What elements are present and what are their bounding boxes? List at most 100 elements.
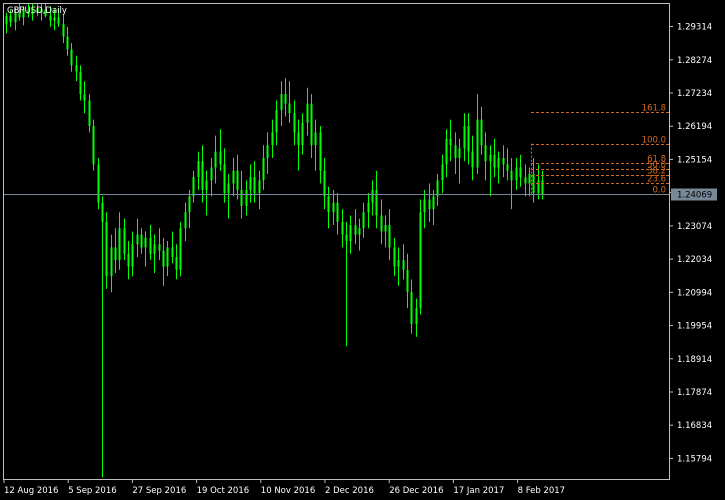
candle xyxy=(57,7,60,27)
candle-body xyxy=(375,189,378,216)
candle-body xyxy=(110,247,113,277)
candle xyxy=(179,221,182,277)
candle-body xyxy=(101,202,104,222)
candle xyxy=(249,164,252,203)
candle xyxy=(497,151,500,184)
candle xyxy=(528,167,531,197)
candle-body xyxy=(53,17,56,21)
candle xyxy=(441,154,444,194)
candle-body xyxy=(266,145,269,158)
y-tick-label: 1.19954 xyxy=(677,322,712,332)
current-price-label: 1.24069 xyxy=(677,191,712,201)
candle xyxy=(9,9,12,27)
candle xyxy=(62,14,65,43)
candle-body xyxy=(105,221,108,277)
candle-body xyxy=(92,126,95,165)
y-tick-label: 1.25154 xyxy=(677,155,712,165)
candle xyxy=(219,129,222,171)
candle xyxy=(53,9,56,31)
candle xyxy=(40,3,43,21)
fibonacci-retracement[interactable]: 161.8 100.0 61.850.038.223.60.0 xyxy=(531,104,669,196)
candle xyxy=(380,199,383,245)
candle-body xyxy=(153,244,156,254)
candle-body xyxy=(458,148,461,158)
candle-body xyxy=(236,170,239,190)
candle xyxy=(397,247,400,286)
candle-body xyxy=(319,132,322,171)
x-tick-label: 10 Nov 2016 xyxy=(261,486,315,496)
candle-body xyxy=(14,12,17,23)
candle xyxy=(75,55,78,82)
candle xyxy=(515,157,518,190)
candle-body xyxy=(83,94,86,101)
candle-body xyxy=(484,145,487,162)
candle-body xyxy=(44,9,47,16)
candle xyxy=(319,126,322,184)
candle xyxy=(66,26,69,56)
candle-body xyxy=(310,103,313,146)
candle xyxy=(402,244,405,280)
candle xyxy=(362,202,365,238)
candle xyxy=(432,189,435,226)
candle xyxy=(306,87,309,136)
candle xyxy=(227,173,230,219)
candle xyxy=(262,145,265,190)
candle xyxy=(101,196,104,478)
x-tick-label: 5 Sep 2016 xyxy=(68,486,116,496)
candle-body xyxy=(293,113,296,133)
y-tick-label: 1.28274 xyxy=(677,56,712,66)
candle-body xyxy=(197,161,200,178)
candle xyxy=(384,215,387,248)
candle-body xyxy=(162,250,165,267)
candle-body xyxy=(367,202,370,213)
candle-body xyxy=(515,167,518,181)
candle-body xyxy=(423,199,426,213)
candle-body xyxy=(149,237,152,254)
candle xyxy=(310,94,313,158)
candle-body xyxy=(97,164,100,203)
candle-body xyxy=(449,138,452,146)
candle-body xyxy=(502,157,505,165)
x-tick-label: 8 Feb 2017 xyxy=(518,486,566,496)
candle-body xyxy=(214,151,217,168)
time-axis[interactable]: 12 Aug 2016 5 Sep 2016 27 Sep 2016 19 Oct 2… xyxy=(3,479,566,496)
candle-body xyxy=(57,17,60,24)
candle-body xyxy=(380,215,383,232)
candle xyxy=(123,218,126,261)
y-tick-label: 1.18914 xyxy=(677,355,712,365)
candle xyxy=(205,170,208,216)
candle xyxy=(149,225,152,261)
candle xyxy=(131,231,134,277)
plot-frame xyxy=(3,3,670,480)
candle-body xyxy=(140,234,143,248)
candle-body xyxy=(253,177,256,194)
fib-level-label: 100.0 xyxy=(642,136,666,146)
candle-body xyxy=(262,157,265,181)
candle xyxy=(502,145,505,178)
candle xyxy=(419,199,422,315)
candle-body xyxy=(323,170,326,197)
candle xyxy=(345,221,348,347)
candle-body xyxy=(476,119,479,168)
current-price-tag-bg xyxy=(671,188,717,201)
candle xyxy=(175,244,178,280)
fib-level-label: 161.8 xyxy=(642,104,666,114)
candle-body xyxy=(275,110,278,133)
candle-body xyxy=(123,228,126,254)
candle xyxy=(288,81,291,123)
candle-body xyxy=(271,132,274,146)
fib-level-label: 38.2 xyxy=(647,167,666,177)
candle xyxy=(454,132,457,174)
candle xyxy=(14,7,17,31)
candle-body xyxy=(288,103,291,114)
x-tick-label: 2 Dec 2016 xyxy=(325,486,374,496)
candle xyxy=(114,228,117,273)
candle xyxy=(153,234,156,273)
y-tick-label: 1.27234 xyxy=(677,89,712,99)
candle xyxy=(297,119,300,171)
candle-body xyxy=(471,151,474,168)
candle xyxy=(471,135,474,181)
candle-body xyxy=(240,189,243,206)
